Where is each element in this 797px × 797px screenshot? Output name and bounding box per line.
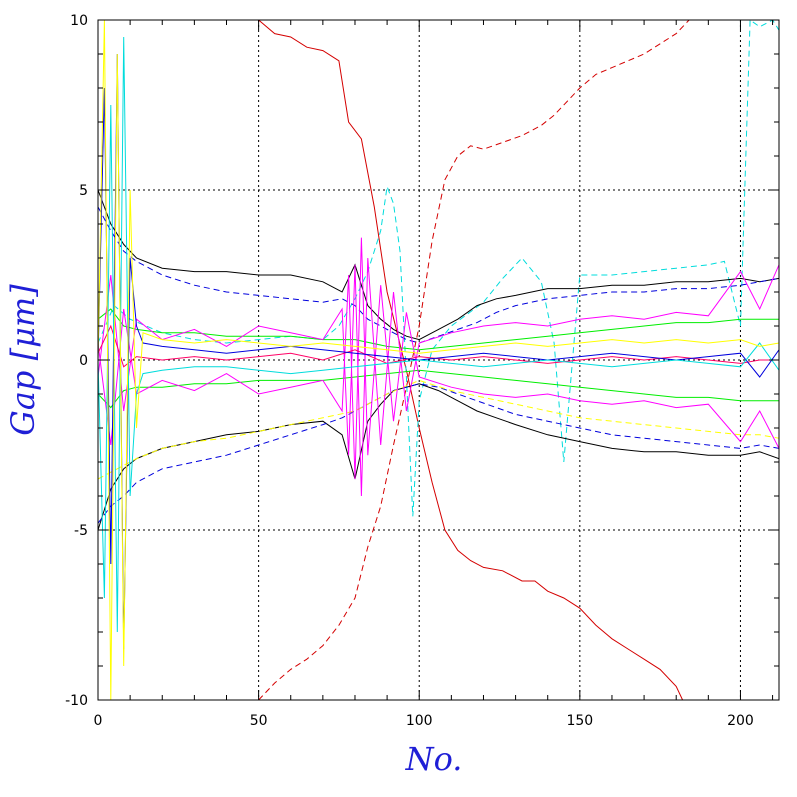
series-line: [98, 53, 779, 650]
y-tick-label: 0: [79, 353, 88, 369]
axis-ticks: [97, 19, 779, 701]
series-line: [258, 20, 684, 700]
series-lines: [98, 20, 779, 700]
x-tick-label: 200: [727, 713, 754, 729]
series-line: [98, 383, 779, 524]
series-line: [98, 189, 779, 341]
x-tick-label: 150: [566, 713, 593, 729]
series-line: [98, 324, 779, 368]
series-line: [98, 20, 779, 700]
axis-tick-labels: 0 50 100 150 200 -10 -5 0 5 10: [65, 13, 754, 729]
series-line: [98, 206, 779, 344]
series-line: [98, 379, 779, 480]
y-tick-label: 10: [70, 13, 88, 29]
x-tick-label: 100: [406, 713, 433, 729]
series-line: [258, 20, 690, 700]
y-tick-label: -10: [65, 693, 88, 709]
series-line: [98, 369, 779, 409]
x-axis-title: No.: [405, 740, 463, 778]
series-line: [98, 257, 779, 497]
series-line: [98, 20, 779, 517]
x-tick-label: 0: [94, 713, 103, 729]
y-tick-label: 5: [79, 183, 88, 199]
y-tick-label: -5: [74, 523, 88, 539]
series-line: [98, 237, 779, 480]
x-tick-label: 50: [250, 713, 268, 729]
series-line: [98, 308, 779, 351]
y-axis-title: Gap [μm]: [4, 284, 42, 436]
